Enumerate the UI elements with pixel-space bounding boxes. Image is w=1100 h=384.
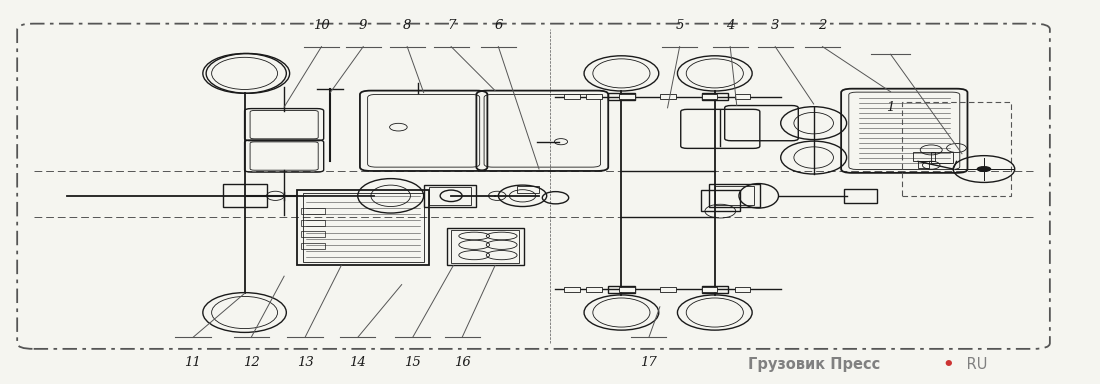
Bar [660, 286, 675, 292]
Bar [702, 286, 728, 293]
Bar [710, 184, 760, 207]
Bar [702, 94, 717, 99]
Bar [297, 190, 429, 265]
Ellipse shape [978, 167, 990, 171]
Bar [702, 93, 728, 100]
Bar [300, 208, 324, 214]
Bar [660, 94, 675, 99]
Text: 2: 2 [818, 19, 826, 32]
Text: 15: 15 [405, 356, 421, 369]
Text: 1: 1 [887, 101, 894, 114]
Bar [222, 184, 266, 207]
Bar [517, 186, 539, 193]
Bar [424, 185, 476, 207]
Text: 17: 17 [640, 356, 658, 369]
Bar [735, 286, 750, 292]
Bar [608, 93, 635, 100]
Text: •: • [942, 356, 954, 374]
Bar [586, 94, 602, 99]
Bar [608, 286, 635, 293]
Text: 16: 16 [453, 356, 471, 369]
Bar [429, 187, 471, 205]
Bar [619, 94, 635, 99]
Text: 14: 14 [350, 356, 366, 369]
Text: 6: 6 [494, 19, 503, 32]
Bar [447, 228, 524, 265]
Bar [564, 286, 580, 292]
Bar [735, 94, 750, 99]
Bar [302, 193, 424, 262]
Bar [845, 189, 878, 203]
Bar [300, 220, 324, 226]
Bar [701, 190, 740, 211]
Text: 4: 4 [726, 19, 735, 32]
Text: 12: 12 [243, 356, 260, 369]
Bar [300, 243, 324, 248]
Text: 3: 3 [771, 19, 780, 32]
Bar [932, 152, 954, 163]
Text: 9: 9 [359, 19, 367, 32]
Text: 13: 13 [297, 356, 313, 369]
Bar [564, 94, 580, 99]
Text: 10: 10 [314, 19, 330, 32]
Bar [918, 161, 930, 168]
Bar [702, 286, 717, 292]
Bar [913, 152, 935, 161]
Text: RU: RU [962, 358, 988, 372]
Text: 11: 11 [185, 356, 201, 369]
Bar [902, 102, 1011, 196]
Bar [451, 230, 519, 263]
Text: 7: 7 [447, 19, 455, 32]
Text: 5: 5 [675, 19, 684, 32]
Bar [619, 286, 635, 292]
Bar [586, 286, 602, 292]
Text: Грузовик Пресс: Грузовик Пресс [748, 358, 880, 372]
Text: 8: 8 [403, 19, 411, 32]
Bar [715, 186, 755, 205]
Bar [300, 231, 324, 237]
